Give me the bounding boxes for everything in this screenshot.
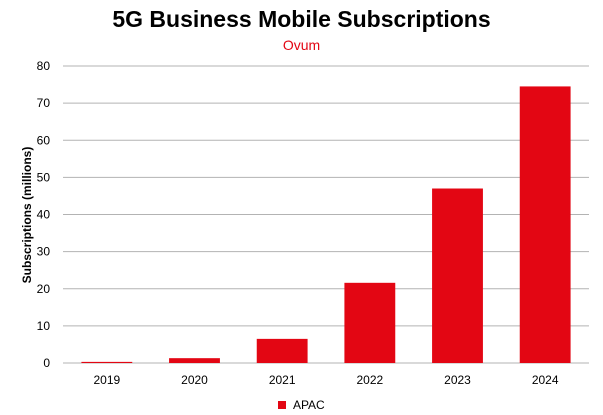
bar-2020 [169,358,220,363]
y-axis-title: Subscriptions (millions) [20,147,34,284]
y-tick-label: 40 [37,208,51,222]
bar-2021 [256,338,308,363]
y-tick-label: 0 [43,356,50,370]
y-tick-label: 20 [37,282,51,296]
bar-2022 [344,282,396,363]
y-tick-label: 30 [37,245,51,259]
x-tick-label: 2024 [532,373,559,387]
legend-swatch-apac [278,401,287,409]
bar-2024 [519,86,571,363]
grid-lines [63,65,589,364]
x-tick-label: 2023 [444,373,471,387]
chart-title: 5G Business Mobile Subscriptions [112,6,491,32]
y-tick-labels: 0 10 20 30 40 50 60 70 80 [37,59,51,370]
bar-2019 [81,361,133,363]
bars [81,86,571,363]
y-tick-label: 70 [37,96,51,110]
legend-label-apac: APAC [292,398,325,412]
x-tick-label: 2022 [356,373,383,387]
x-tick-label: 2021 [269,373,296,387]
y-tick-label: 60 [37,133,51,147]
y-tick-label: 80 [37,59,51,73]
x-tick-labels: 2019 2020 2021 2022 2023 2024 [93,373,558,387]
legend: APAC [0,398,603,412]
chart-subtitle: Ovum [282,37,321,53]
y-tick-label: 50 [37,170,51,184]
x-tick-label: 2020 [181,373,208,387]
y-tick-label: 10 [37,319,51,333]
x-tick-label: 2019 [93,373,120,387]
bar-2023 [432,188,483,363]
